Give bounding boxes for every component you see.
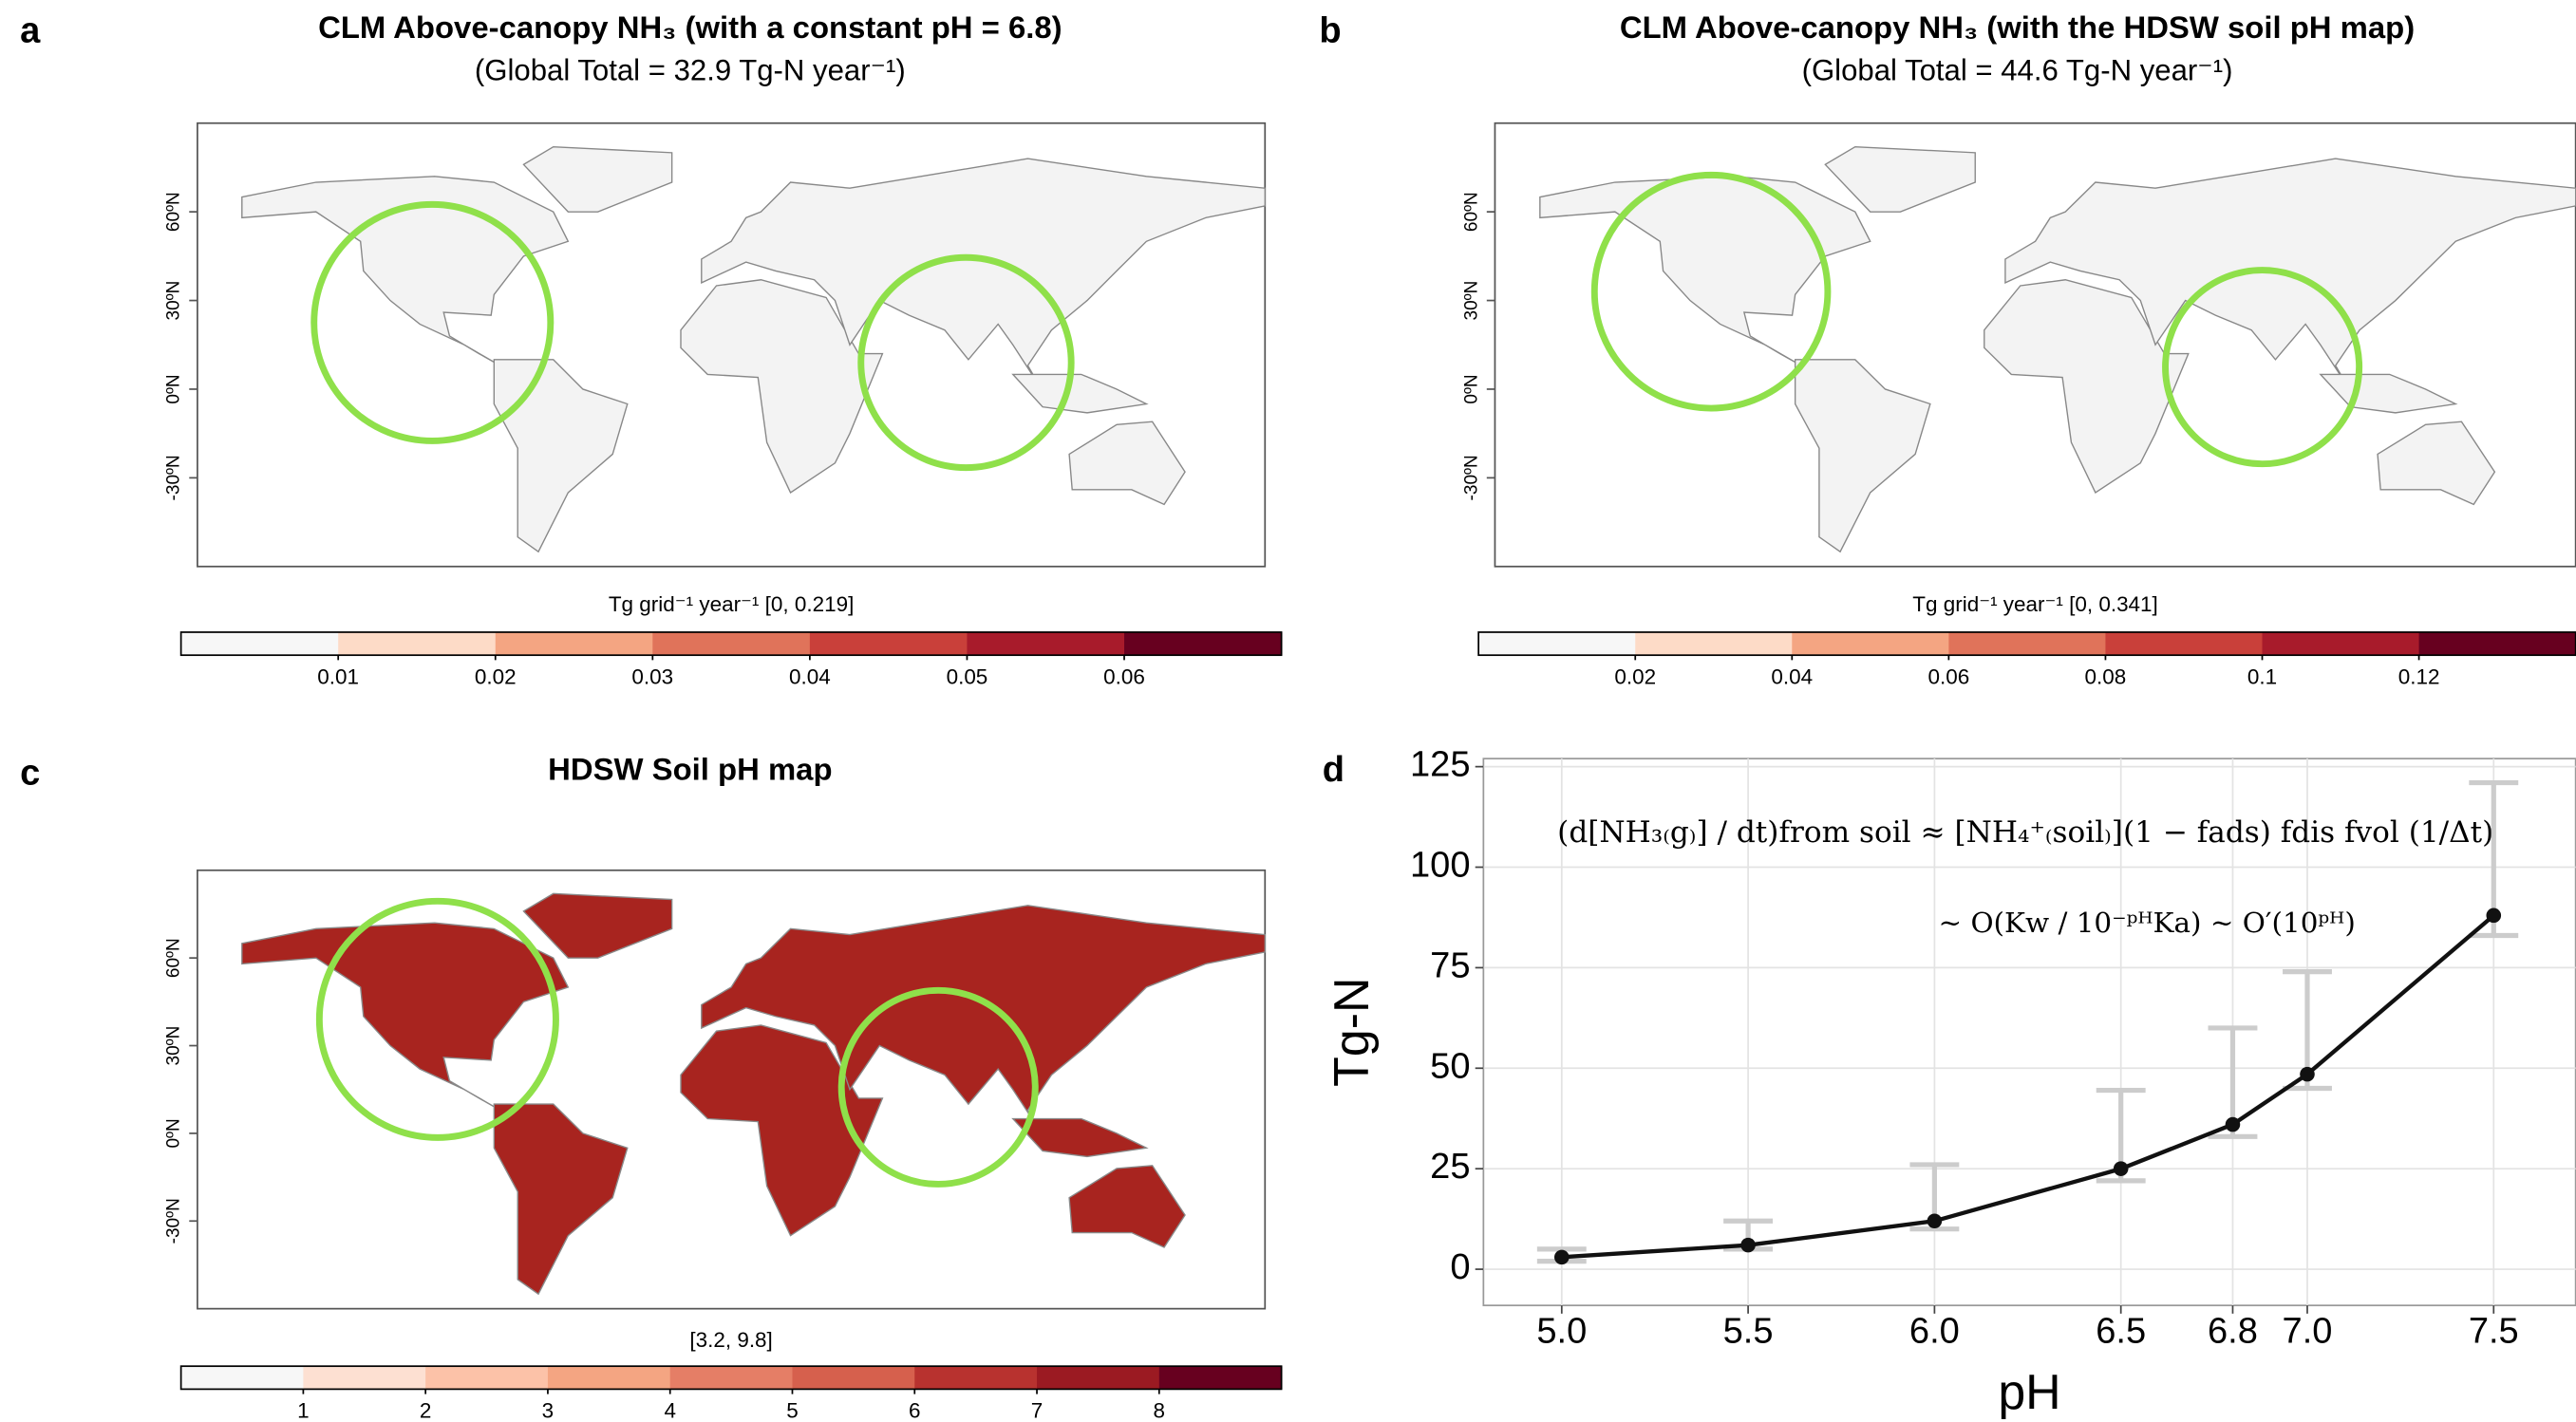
- colorbar-tick-label: 0.03: [631, 664, 673, 688]
- colorbar-tick-label: 1: [297, 1399, 310, 1422]
- y-tick-label: 0: [1450, 1247, 1470, 1287]
- point: [1740, 1238, 1756, 1253]
- colorbar-bin: [181, 1366, 305, 1389]
- lat-label: 30ºN: [164, 281, 184, 321]
- colorbar-bin: [652, 632, 810, 655]
- point: [1927, 1213, 1943, 1228]
- colorbar-label: Tg grid⁻¹ year⁻¹ [0, 0.341]: [1912, 592, 2158, 616]
- lat-label: 30ºN: [1461, 281, 1481, 321]
- lat-label: 0ºN: [164, 1118, 184, 1148]
- colorbar-bin: [338, 632, 496, 655]
- lat-label: -30ºN: [164, 1198, 184, 1244]
- y-tick-label: 75: [1430, 945, 1470, 985]
- panel-label: d: [1323, 750, 1344, 790]
- map-title: CLM Above-canopy NH₃ (with a constant pH…: [318, 9, 1062, 45]
- colorbar-bin: [792, 1366, 915, 1389]
- colorbar-tick-label: 8: [1154, 1399, 1166, 1422]
- map-title: HDSW Soil pH map: [548, 752, 832, 787]
- colorbar-bin: [425, 1366, 549, 1389]
- colorbar-bin: [2105, 632, 2263, 655]
- x-tick-label: 6.5: [2096, 1312, 2146, 1352]
- lat-label: -30ºN: [164, 455, 184, 500]
- colorbar-bin: [548, 1366, 671, 1389]
- colorbar-tick-label: 5: [786, 1399, 798, 1422]
- colorbar-tick-label: 0.06: [1928, 664, 1970, 688]
- colorbar-bin: [1037, 1366, 1160, 1389]
- lat-label: 60ºN: [164, 192, 184, 232]
- y-tick-label: 100: [1410, 846, 1470, 886]
- colorbar-tick-label: 6: [909, 1399, 921, 1422]
- y-axis-label: Tg-N: [1324, 978, 1379, 1087]
- colorbar-bin: [1792, 632, 1949, 655]
- panel-label: a: [20, 11, 41, 51]
- colorbar-tick-label: 0.01: [317, 664, 359, 688]
- colorbar-bin: [2263, 632, 2420, 655]
- y-tick-label: 125: [1410, 745, 1470, 785]
- x-tick-label: 7.0: [2283, 1312, 2333, 1352]
- lat-label: 0ºN: [164, 374, 184, 403]
- page: a CLM Above-canopy NH₃ (with a constant p…: [0, 0, 2576, 1422]
- x-tick-label: 6.0: [1909, 1312, 1960, 1352]
- lat-label: 60ºN: [1461, 192, 1481, 232]
- point: [2226, 1117, 2241, 1132]
- equation: ~ O(Kw / 10⁻ᵖᴴKa) ~ O′(10ᵖᴴ): [1938, 907, 2355, 939]
- colorbar-tick-label: 2: [420, 1399, 431, 1422]
- lat-label: 60ºN: [164, 938, 184, 978]
- colorbar-bin: [1159, 1366, 1283, 1389]
- colorbar-tick-label: 3: [542, 1399, 554, 1422]
- equation: (d[NH₃₍g₎] / dt)from soil ≈ [NH₄⁺₍soil₎]…: [1557, 815, 2493, 850]
- point: [2114, 1161, 2129, 1176]
- y-tick-label: 50: [1430, 1046, 1470, 1086]
- y-tick-label: 25: [1430, 1147, 1470, 1187]
- colorbar-label: [3.2, 9.8]: [689, 1328, 772, 1352]
- colorbar-tick-label: 0.04: [789, 664, 831, 688]
- colorbar-tick-label: 0.04: [1771, 664, 1813, 688]
- colorbar-bin: [810, 632, 968, 655]
- x-tick-label: 6.8: [2208, 1312, 2258, 1352]
- colorbar-tick-label: 0.12: [2398, 664, 2440, 688]
- colorbar-bin: [1124, 632, 1282, 655]
- panel-label: b: [1319, 11, 1341, 51]
- colorbar-tick-label: 0.1: [2247, 664, 2277, 688]
- colorbar-tick-label: 0.08: [2085, 664, 2127, 688]
- colorbar-tick-label: 4: [664, 1399, 675, 1422]
- colorbar-tick-label: 0.02: [1614, 664, 1656, 688]
- colorbar-tick-label: 0.06: [1103, 664, 1145, 688]
- colorbar-bin: [303, 1366, 426, 1389]
- map-subtitle: (Global Total = 44.6 Tg-N year⁻¹): [1802, 53, 2233, 86]
- colorbar-bin: [181, 632, 339, 655]
- lat-label: 30ºN: [164, 1026, 184, 1066]
- lat-label: -30ºN: [1461, 455, 1481, 500]
- colorbar-bin: [2419, 632, 2576, 655]
- colorbar-bin: [967, 632, 1124, 655]
- point: [1554, 1250, 1570, 1265]
- colorbar-bin: [1635, 632, 1793, 655]
- figure: a CLM Above-canopy NH₃ (with a constant p…: [0, 0, 2576, 1422]
- colorbar-tick-label: 7: [1031, 1399, 1044, 1422]
- colorbar-bin: [914, 1366, 1038, 1389]
- x-axis-label: pH: [1998, 1364, 2060, 1419]
- x-tick-label: 5.0: [1536, 1312, 1587, 1352]
- colorbar-tick-label: 0.05: [947, 664, 988, 688]
- lat-label: 0ºN: [1461, 374, 1481, 403]
- colorbar-bin: [1478, 632, 1636, 655]
- colorbar-tick-label: 0.02: [475, 664, 517, 688]
- x-tick-label: 5.5: [1723, 1312, 1774, 1352]
- map-subtitle: (Global Total = 32.9 Tg-N year⁻¹): [475, 53, 906, 86]
- colorbar-bin: [670, 1366, 794, 1389]
- point: [2487, 908, 2502, 924]
- point: [2300, 1067, 2315, 1082]
- panel-label: c: [20, 754, 40, 794]
- colorbar-bin: [496, 632, 653, 655]
- x-tick-label: 7.5: [2469, 1312, 2519, 1352]
- map-title: CLM Above-canopy NH₃ (with the HDSW soil…: [1620, 9, 2415, 45]
- colorbar-bin: [1948, 632, 2106, 655]
- colorbar-label: Tg grid⁻¹ year⁻¹ [0, 0.219]: [609, 592, 855, 616]
